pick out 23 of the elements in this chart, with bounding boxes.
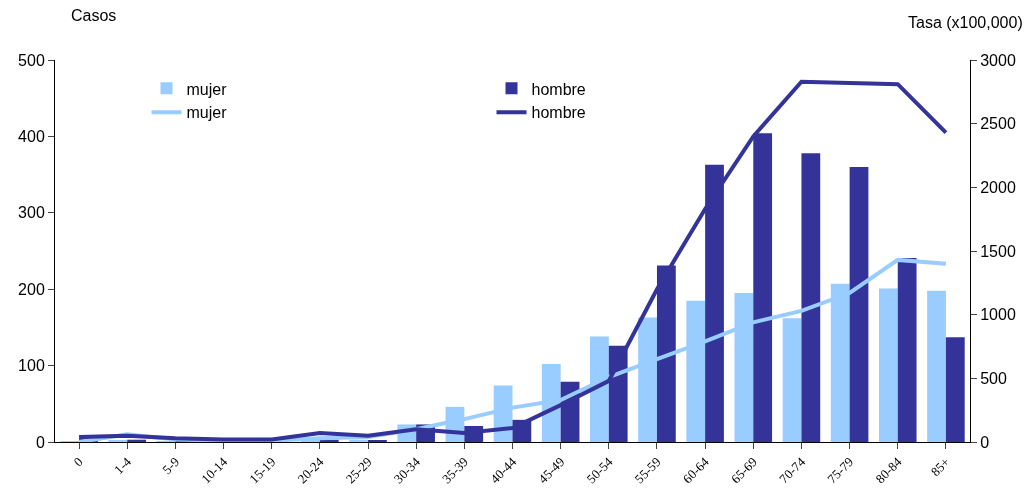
legend-label: hombre <box>531 80 586 98</box>
y-tick-label: 300 <box>18 204 45 222</box>
x-tick-label: 1-4 <box>111 453 135 478</box>
y2-tick-label: 500 <box>980 369 1007 387</box>
y2-tick-label: 3000 <box>980 51 1016 69</box>
legend-label: hombre <box>531 104 586 122</box>
y2-axis-title: Tasa (x100,000) <box>908 14 1023 31</box>
x-tick-label: 85+ <box>927 454 953 480</box>
x-tick-label: 0 <box>70 454 86 470</box>
y2-tick-label: 0 <box>980 433 990 451</box>
y-axis-title: Casos <box>71 7 117 24</box>
y-tick-label: 200 <box>18 280 45 298</box>
y2-tick-label: 1000 <box>980 306 1016 324</box>
y2-tick-label: 1500 <box>980 242 1016 260</box>
legend-label: mujer <box>186 80 228 98</box>
y-tick-label: 400 <box>18 128 45 145</box>
y2-tick-label: 2000 <box>980 178 1016 196</box>
x-tick-label: 5-9 <box>159 454 183 478</box>
y-tick-label: 100 <box>18 357 45 375</box>
y-tick-label: 500 <box>18 51 45 69</box>
legend-label: mujer <box>186 104 228 122</box>
y-tick-label: 0 <box>35 433 45 451</box>
y2-tick-label: 2500 <box>980 115 1016 133</box>
